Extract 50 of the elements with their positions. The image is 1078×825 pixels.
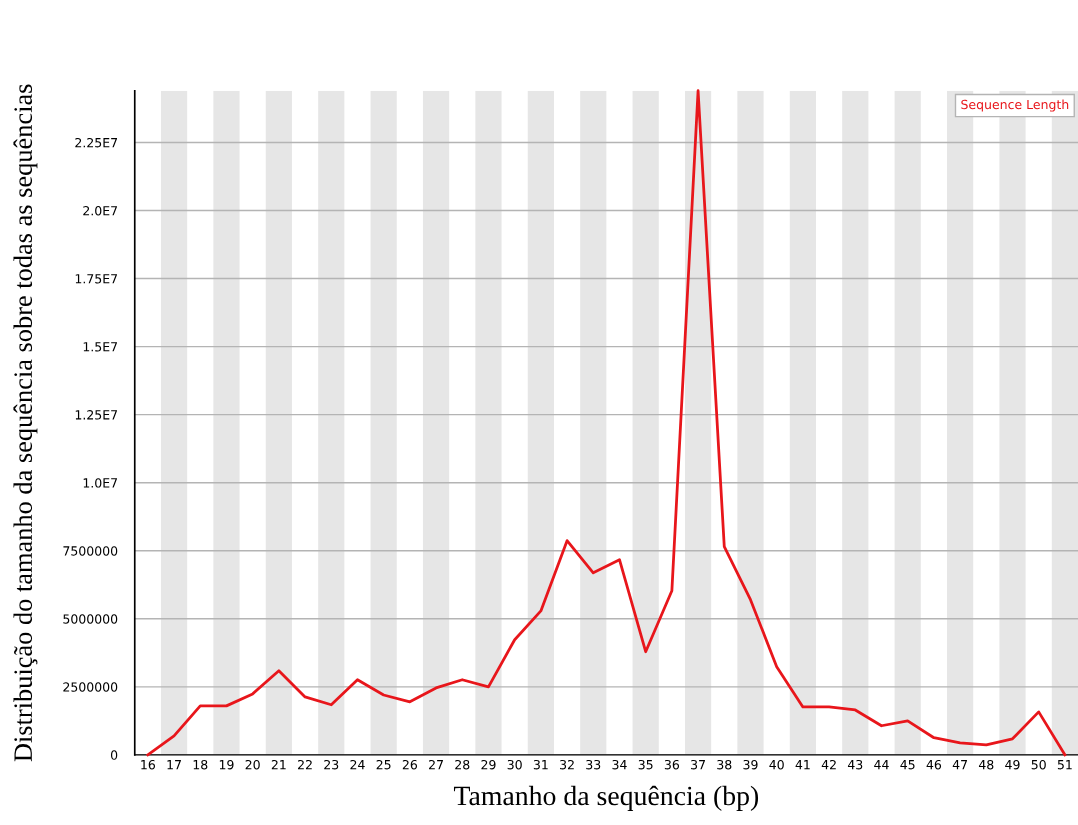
- y-tick-label: 7500000: [63, 546, 118, 556]
- x-tick-label: 24: [350, 759, 365, 770]
- x-tick-label: 35: [638, 759, 653, 770]
- x-tick-label: 17: [167, 760, 181, 770]
- x-tick-label: 21: [271, 759, 286, 770]
- x-tick-label: 30: [507, 759, 522, 770]
- x-tick-label: 26: [402, 759, 418, 770]
- text: Sequence Length: [961, 99, 1069, 112]
- x-tick-label: 41: [795, 760, 810, 770]
- y-axis-title: Distribuição do tamanho da sequência sobre todas as sequências: [13, 84, 38, 762]
- x-tick-label: 50: [1031, 759, 1046, 770]
- x-tick-label: 16: [141, 759, 156, 770]
- y-tick-label: 0: [110, 750, 118, 760]
- x-tick-label: 29: [481, 759, 496, 770]
- x-tick-label: 40: [769, 759, 784, 770]
- y-tick-label: 2500000: [63, 682, 118, 692]
- line-series: [146, 89, 1067, 757]
- x-tick-label: 31: [533, 759, 548, 770]
- x-tick-label: 48: [978, 759, 994, 770]
- x-tick-label: 19: [219, 759, 234, 770]
- x-tick-label: 33: [586, 759, 601, 770]
- x-tick-label: 38: [717, 759, 732, 770]
- x-tick-label: 45: [900, 760, 915, 770]
- x-tick-label: 42: [821, 759, 836, 770]
- y-tick-label: 1.5E7: [83, 342, 118, 352]
- x-axis-title: Tamanho da sequência (bp): [453, 785, 759, 811]
- x-tick-label: 44: [874, 760, 889, 770]
- x-tick-label: 27: [429, 759, 443, 770]
- x-tick-label: 43: [847, 759, 863, 770]
- x-tick-label: 51: [1057, 760, 1072, 770]
- x-tick-label: 34: [612, 759, 627, 770]
- y-tick-label: 5000000: [63, 614, 118, 624]
- x-tick-label: 49: [1005, 759, 1020, 770]
- x-tick-label: 28: [455, 759, 470, 770]
- y-tick-label: 1.25E7: [75, 410, 118, 420]
- x-tick-label: 36: [664, 759, 680, 770]
- x-tick-label: 32: [560, 759, 574, 770]
- x-tick-label: 46: [926, 759, 942, 770]
- x-tick-label: 47: [952, 760, 967, 770]
- x-tick-label: 25: [376, 759, 391, 770]
- y-tick-label: 2.25E7: [75, 137, 118, 148]
- x-tick-label: 23: [324, 759, 339, 770]
- x-tick-label: 18: [193, 759, 208, 770]
- y-tick-label: 1.75E7: [75, 274, 118, 284]
- y-tick-label: 2.0E7: [83, 205, 118, 216]
- x-tick-label: 39: [743, 759, 758, 770]
- y-tick-label: 1.0E7: [83, 478, 118, 488]
- x-tick-label: 37: [691, 759, 705, 770]
- x-tick-label: 22: [298, 759, 312, 770]
- x-tick-label: 20: [245, 759, 260, 770]
